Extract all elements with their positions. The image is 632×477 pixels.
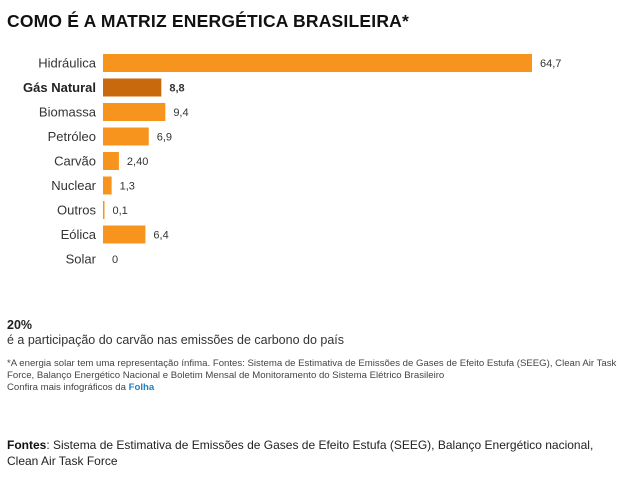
category-label-gas-natural: Gás Natural (23, 80, 96, 95)
footnote: *A energia solar tem uma representação í… (7, 358, 627, 395)
folha-link[interactable]: Folha (128, 382, 155, 394)
bar-chart: Hidráulica 64,7 Gás Natural 8,8 Biomassa 9,4 P… (23, 54, 561, 267)
value-label-outros: 0,1 (113, 205, 128, 217)
value-label-biomassa: 9,4 (173, 107, 188, 119)
highlight-block: 20% é a participação do carvão nas emiss… (7, 318, 344, 347)
sources-label: Fontes (7, 438, 47, 452)
value-label-petroleo: 6,9 (157, 132, 172, 144)
category-label-eolica: Eólica (61, 227, 97, 242)
bar-nuclear (103, 176, 112, 195)
value-label-hidraulica: 64,7 (540, 58, 561, 70)
highlight-text: é a participação do carvão nas emissões … (7, 333, 345, 347)
value-label-eolica: 6,4 (153, 230, 168, 242)
category-label-carvao: Carvão (54, 154, 96, 169)
bar-carvao (103, 152, 119, 170)
value-label-gas-natural: 8,8 (169, 83, 184, 95)
value-label-solar: 0 (112, 254, 118, 266)
bar-petroleo (103, 127, 149, 146)
bar-eolica (103, 225, 146, 244)
value-label-nuclear: 1,3 (120, 181, 135, 193)
more-infographics: Confira mais infográficos da Folha (7, 382, 627, 394)
chart-title: COMO É A MATRIZ ENERGÉTICA BRASILEIRA* (7, 11, 409, 31)
category-label-hidraulica: Hidráulica (38, 56, 97, 71)
highlight-value: 20% (7, 318, 33, 332)
bar-gas-natural (103, 78, 162, 97)
sources-text: : Sistema de Estimativa de Emissões de G… (7, 438, 594, 468)
category-label-outros: Outros (57, 203, 97, 218)
category-label-nuclear: Nuclear (51, 178, 96, 193)
bar-hidraulica (103, 54, 532, 72)
sources: Fontes: Sistema de Estimativa de Emissõe… (7, 437, 607, 469)
footnote-text: *A energia solar tem uma representação í… (7, 358, 617, 382)
bar-biomassa (103, 103, 166, 121)
value-label-carvao: 2,40 (127, 156, 148, 168)
bar-outros (103, 201, 105, 219)
category-label-solar: Solar (66, 252, 97, 267)
category-label-petroleo: Petróleo (48, 129, 96, 144)
category-label-biomassa: Biomassa (39, 105, 97, 120)
more-infographics-text: Confira mais infográficos da (7, 382, 126, 394)
